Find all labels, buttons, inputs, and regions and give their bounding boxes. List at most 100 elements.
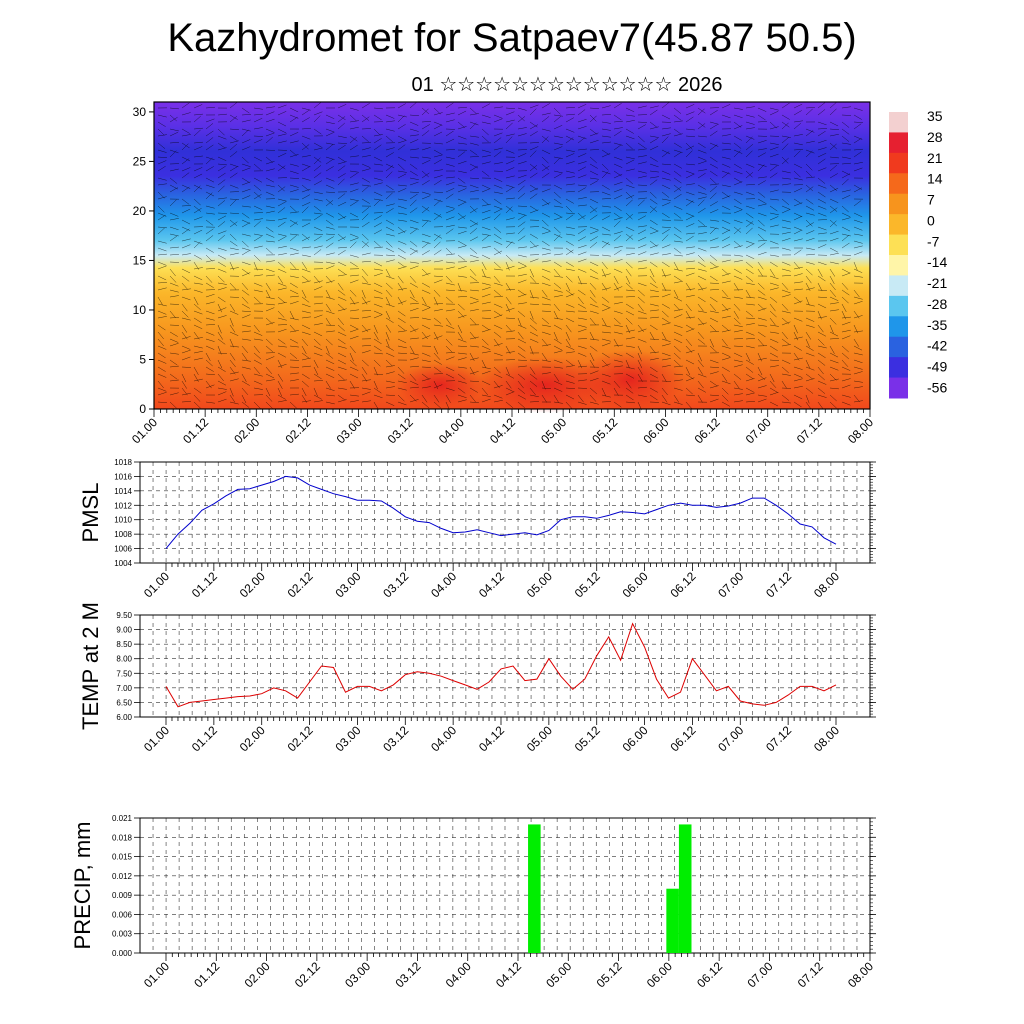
wind-barb [169, 338, 179, 343]
wind-barb [769, 310, 777, 318]
wind-barb [385, 268, 391, 278]
wind-barb [637, 225, 647, 228]
wind-barb [517, 394, 527, 400]
wind-barb [349, 237, 359, 242]
wind-barb [505, 296, 512, 305]
wind-barb [265, 210, 275, 214]
profile-y-tick-label: 20 [133, 204, 147, 218]
wind-barb [649, 206, 657, 214]
wind-barb [553, 146, 563, 151]
wind-barb [289, 114, 299, 119]
wind-barb [481, 209, 491, 214]
wind-barb [397, 275, 404, 284]
wind-barb [841, 242, 850, 249]
wind-barb [577, 137, 586, 144]
wind-barb [493, 275, 501, 283]
wind-barb [733, 310, 739, 319]
wind-barb [409, 121, 419, 126]
wind-barb [361, 275, 369, 283]
wind-barb [517, 227, 525, 235]
wind-barb [541, 317, 550, 324]
wind-barb [661, 268, 666, 278]
wind-barb [229, 221, 238, 228]
wind-barb [781, 380, 788, 389]
wind-barb [409, 219, 419, 224]
wind-barb [241, 233, 251, 237]
wind-barb [685, 104, 695, 109]
wind-barb [829, 247, 839, 253]
wind-barb [661, 184, 671, 190]
wind-barb [289, 345, 299, 348]
wind-barb [673, 240, 683, 243]
wind-barb [697, 156, 707, 161]
wind-barb [793, 357, 803, 361]
wind-barb [817, 282, 823, 292]
wind-barb [289, 379, 299, 382]
wind-barb [649, 357, 659, 361]
wind-barb [169, 331, 178, 337]
wind-barb [625, 366, 635, 370]
wind-barb [589, 149, 599, 151]
wind-barb [577, 251, 587, 256]
wind-barb [433, 249, 442, 256]
wind-barb [565, 106, 575, 109]
wind-barb [205, 338, 215, 342]
wind-barb [241, 250, 250, 256]
wind-barb [805, 324, 815, 328]
wind-barb [457, 226, 467, 229]
wind-barb [469, 177, 479, 180]
wind-barb [181, 205, 191, 207]
wind-barb [277, 163, 286, 170]
wind-barb [805, 401, 812, 410]
wind-barb [733, 373, 742, 380]
wind-barb [589, 275, 599, 280]
wind-barb [781, 310, 791, 314]
wind-barb [625, 194, 635, 200]
wind-barb [817, 401, 824, 410]
wind-barb [733, 400, 743, 403]
wind-barb [421, 331, 428, 340]
wind-barb [769, 142, 779, 145]
wind-barb [505, 149, 515, 154]
wind-barb [721, 195, 731, 200]
wind-barb [637, 296, 645, 304]
wind-barb [325, 200, 334, 207]
wind-barb [613, 120, 623, 123]
wind-barb [325, 242, 334, 249]
wind-barb [373, 289, 383, 294]
wind-barb [733, 170, 743, 175]
wind-barb [745, 163, 755, 168]
wind-barb [829, 289, 837, 298]
pmsl-x-tick-label: 07.00 [715, 569, 746, 600]
pmsl-y-axis-label: PMSL [78, 483, 103, 543]
wind-barb [781, 373, 791, 376]
wind-barb [193, 167, 203, 172]
wind-barb [205, 156, 215, 161]
wind-barb [805, 352, 815, 357]
wind-barb [709, 226, 719, 230]
wind-barb [517, 380, 524, 389]
wind-barb [601, 296, 610, 303]
precip-x-tick-label: 04.12 [493, 959, 524, 990]
wind-barb [709, 124, 718, 130]
wind-barb [613, 380, 621, 388]
wind-barb [469, 317, 477, 325]
wind-barb [457, 198, 467, 203]
wind-barb [469, 371, 479, 375]
wind-barb [421, 401, 430, 409]
wind-barb [793, 266, 803, 270]
wind-barb [565, 324, 572, 333]
wind-barb [397, 188, 407, 193]
wind-barb [685, 150, 693, 158]
wind-barb [649, 282, 658, 288]
wind-barb [685, 170, 695, 175]
wind-barb [697, 107, 706, 114]
wind-barb [241, 128, 251, 132]
wind-barb [349, 274, 359, 277]
wind-barb [553, 345, 563, 351]
wind-barb [337, 216, 347, 221]
wind-barb [649, 138, 658, 144]
wind-barb [217, 147, 227, 151]
wind-barb [793, 215, 803, 221]
wind-barb [529, 338, 539, 343]
